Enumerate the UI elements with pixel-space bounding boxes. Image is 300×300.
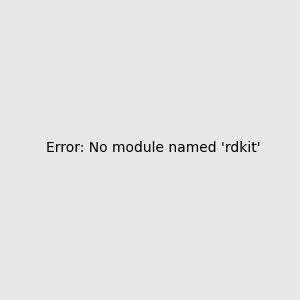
Text: Error: No module named 'rdkit': Error: No module named 'rdkit': [46, 140, 261, 154]
